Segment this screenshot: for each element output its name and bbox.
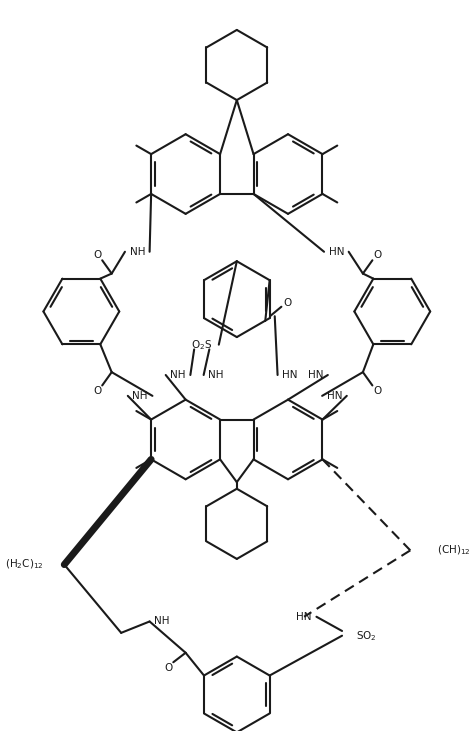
Text: O: O [373,250,381,259]
Text: HN: HN [296,612,312,622]
Text: NH: NH [208,370,224,380]
Text: NH: NH [132,391,148,400]
Text: NH: NH [129,247,145,256]
Text: HN: HN [282,370,298,380]
Text: O: O [93,386,101,396]
Text: (H$_2$C)$_{12}$: (H$_2$C)$_{12}$ [5,558,44,572]
Text: NH: NH [154,616,170,626]
Text: (CH)$_{12}$: (CH)$_{12}$ [437,544,471,557]
Text: SO$_2$: SO$_2$ [356,628,377,643]
Text: HN: HN [308,370,323,380]
Text: O: O [283,298,291,308]
Text: HN: HN [327,391,342,400]
Text: O: O [164,663,173,673]
Text: O$_2$S: O$_2$S [191,338,212,352]
Text: O: O [373,386,381,396]
Text: HN: HN [328,247,344,256]
Text: O: O [93,250,101,259]
Text: NH: NH [170,370,186,380]
